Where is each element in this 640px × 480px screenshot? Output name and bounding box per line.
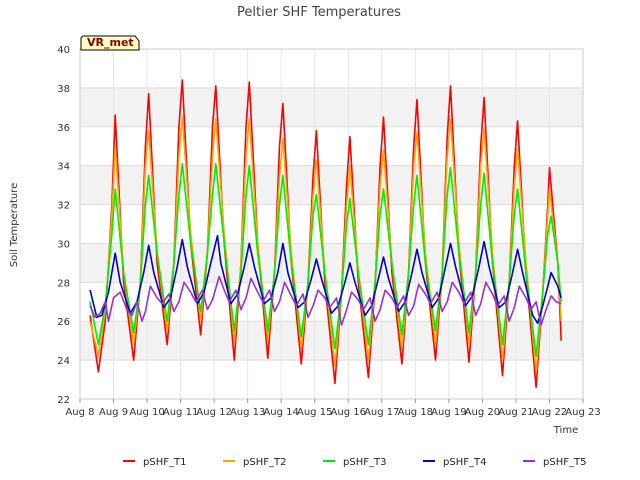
legend-label: pSHF_T3 bbox=[343, 457, 386, 468]
x-tick-label: Aug 16 bbox=[331, 407, 366, 418]
y-tick-label: 34 bbox=[57, 162, 70, 173]
x-tick-label: Aug 19 bbox=[431, 407, 466, 418]
grid-band bbox=[80, 87, 583, 127]
series-line-pshf_t5 bbox=[89, 275, 562, 326]
legend-label: pSHF_T2 bbox=[243, 457, 286, 468]
grid-band bbox=[80, 243, 583, 283]
badge-label: VR_met bbox=[87, 36, 134, 49]
x-tick-label: Aug 14 bbox=[263, 407, 298, 418]
legend-label: pSHF_T1 bbox=[143, 457, 186, 468]
x-tick-label: Aug 9 bbox=[99, 407, 128, 418]
x-tick-label: Aug 11 bbox=[163, 407, 198, 418]
y-tick-label: 28 bbox=[57, 278, 70, 289]
chart-title: Peltier SHF Temperatures bbox=[237, 5, 401, 20]
y-tick-label: 36 bbox=[57, 123, 70, 134]
plot-area bbox=[79, 48, 584, 400]
vr-met-badge: VR_met bbox=[80, 35, 140, 51]
x-tick-label: Aug 13 bbox=[230, 407, 265, 418]
x-tick-label: Aug 21 bbox=[498, 407, 533, 418]
x-tick-label: Aug 8 bbox=[65, 407, 94, 418]
x-tick-label: Aug 20 bbox=[465, 407, 500, 418]
legend: pSHF_T1 pSHF_T2 pSHF_T3 pSHF_T4 pSHF_T5 bbox=[123, 457, 586, 468]
x-tick-label: Aug 10 bbox=[129, 407, 164, 418]
y-axis-label: Soil Temperature bbox=[9, 183, 20, 268]
legend-label: pSHF_T4 bbox=[443, 457, 486, 468]
x-axis-label: Time bbox=[553, 425, 578, 436]
y-tick-label: 26 bbox=[57, 317, 70, 328]
y-tick-label: 30 bbox=[57, 239, 70, 250]
x-tick-label: Aug 12 bbox=[196, 407, 231, 418]
series-layer bbox=[89, 79, 562, 389]
legend-label: pSHF_T5 bbox=[543, 457, 586, 468]
y-tick-label: 32 bbox=[57, 201, 70, 212]
y-tick-label: 40 bbox=[57, 45, 70, 56]
x-tick-label: Aug 15 bbox=[297, 407, 332, 418]
x-tick-label: Aug 18 bbox=[398, 407, 433, 418]
x-tick-label: Aug 17 bbox=[364, 407, 399, 418]
y-tick-label: 38 bbox=[57, 84, 70, 95]
x-tick-label: Aug 23 bbox=[565, 407, 600, 418]
grid-band bbox=[80, 165, 583, 205]
x-tick-label: Aug 22 bbox=[532, 407, 567, 418]
y-axis-ticks: 22 24 26 28 30 32 34 36 38 40 bbox=[57, 45, 70, 406]
y-tick-label: 24 bbox=[57, 356, 70, 367]
y-tick-label: 22 bbox=[57, 395, 70, 406]
